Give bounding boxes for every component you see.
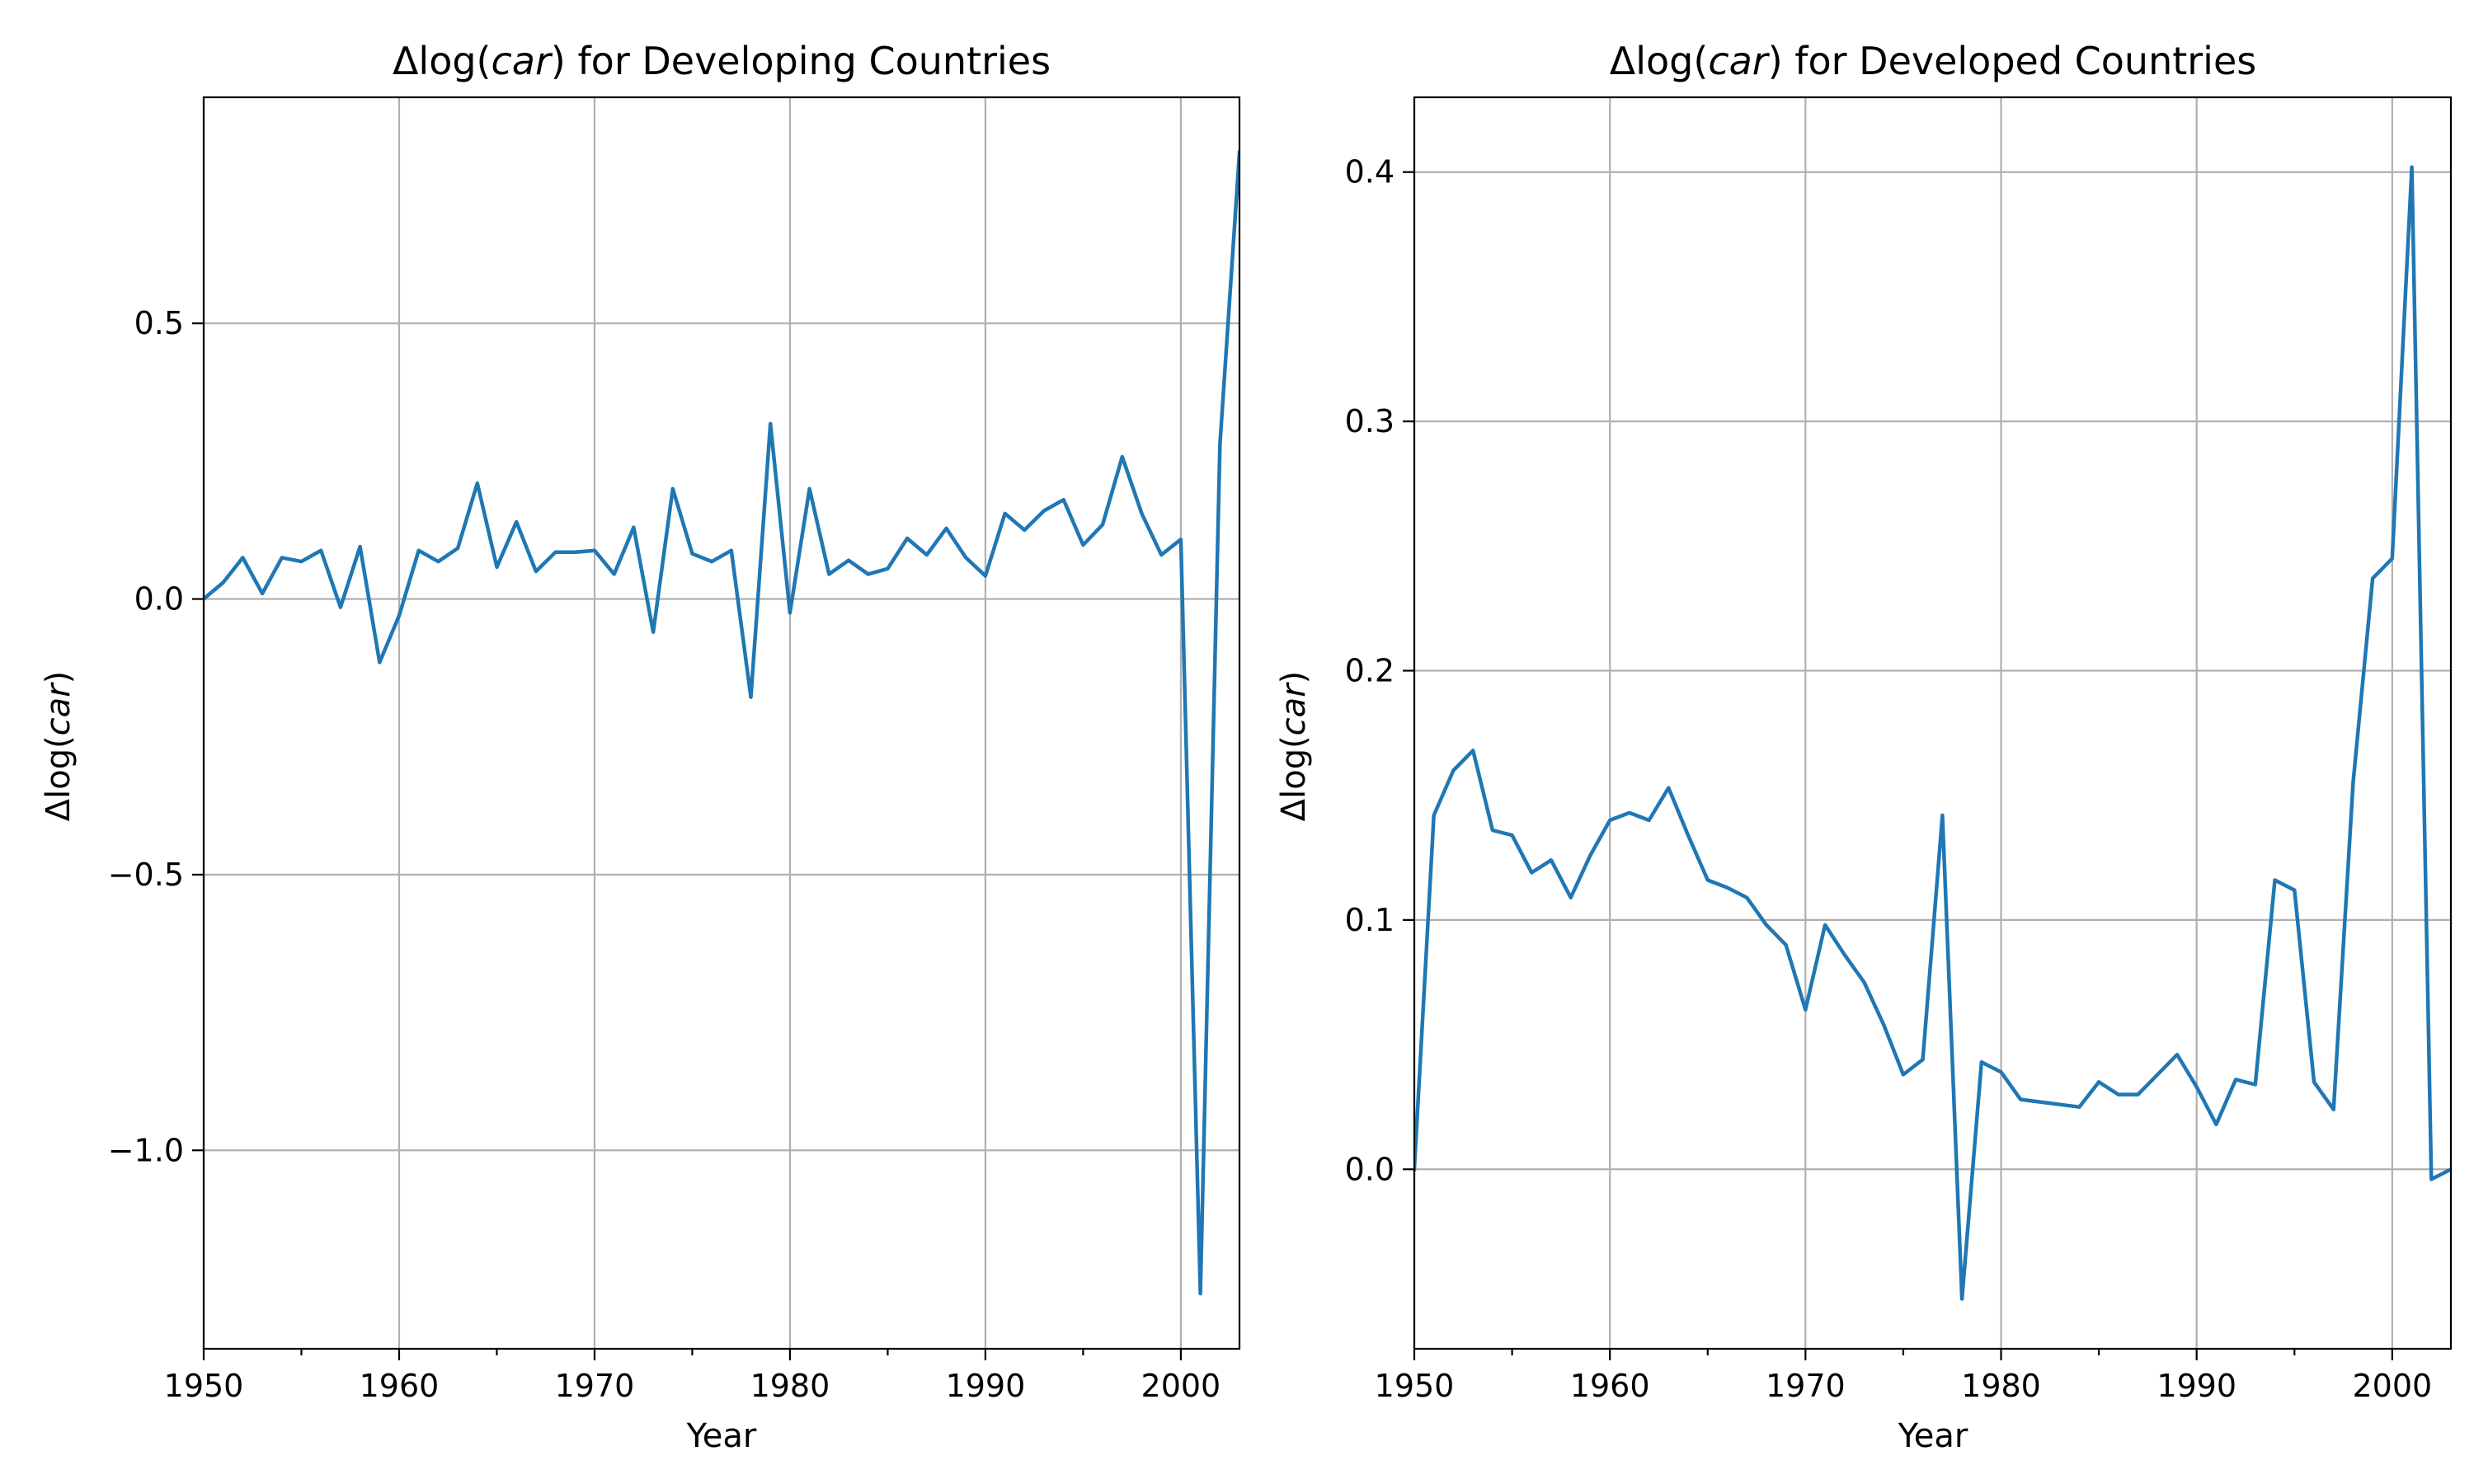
- y-tick-label: 0.3: [1345, 403, 1395, 439]
- series-line: [1414, 165, 2451, 1301]
- developing-countries-chart: Δlog(car) for Developing Countries Year …: [40, 39, 1241, 1455]
- y-tick-label: 0.2: [1345, 652, 1395, 688]
- chart-title: Δlog(car) for Developed Countries: [1610, 39, 2256, 83]
- x-axis-label: Year: [1898, 1417, 1968, 1455]
- y-tick-label: 0.0: [134, 581, 184, 618]
- y-axis-label: Δlog(car): [40, 671, 78, 822]
- x-tick-label: 1950: [1375, 1368, 1455, 1404]
- x-axis-label: Year: [686, 1417, 757, 1455]
- y-tick-label: 0.1: [1345, 902, 1395, 938]
- gridlines: [202, 97, 1239, 1349]
- developed-countries-chart: Δlog(car) for Developed Countries Year Δ…: [1275, 39, 2453, 1455]
- x-tick-label: 2000: [2352, 1368, 2432, 1404]
- y-tick-label: 0.0: [1345, 1151, 1395, 1187]
- x-tick-label: 1980: [1961, 1368, 2041, 1404]
- y-axis-label: Δlog(car): [1275, 671, 1313, 822]
- y-tick-label: 0.5: [134, 305, 184, 341]
- chart-title: Δlog(car) for Developing Countries: [393, 39, 1051, 83]
- y-tick-label: −1.0: [108, 1132, 184, 1168]
- plot-frame: [1413, 96, 2453, 1350]
- series-line: [204, 150, 1239, 1296]
- x-tick-label: 1980: [750, 1368, 830, 1404]
- x-tick-label: 1990: [2157, 1368, 2236, 1404]
- x-tick-label: 2000: [1141, 1368, 1221, 1404]
- x-tick-label: 1960: [360, 1368, 440, 1404]
- y-tick-label: 0.4: [1345, 154, 1395, 190]
- x-tick-label: 1970: [555, 1368, 635, 1404]
- x-tick-label: 1970: [1766, 1368, 1846, 1404]
- x-tick-label: 1960: [1570, 1368, 1650, 1404]
- x-tick-label: 1990: [946, 1368, 1026, 1404]
- x-tick-label: 1950: [164, 1368, 244, 1404]
- plot-frame: [202, 96, 1241, 1350]
- gridlines: [1413, 97, 2451, 1349]
- y-tick-label: −0.5: [108, 857, 184, 893]
